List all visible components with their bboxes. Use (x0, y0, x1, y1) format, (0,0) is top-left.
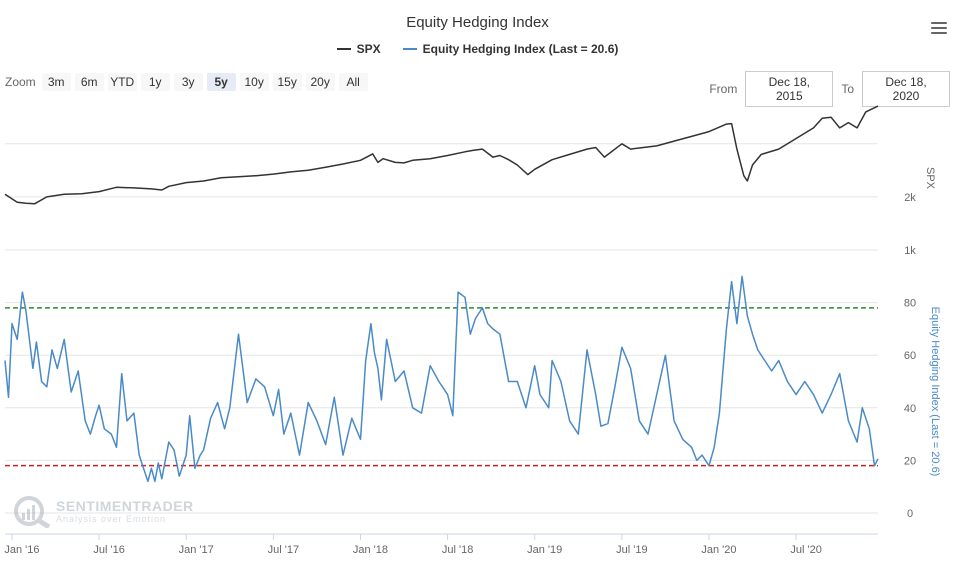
zoom-button-3m[interactable]: 3m (41, 73, 71, 91)
ehi-tick-label: 40 (904, 403, 916, 415)
x-tick-label: Jul '18 (442, 544, 473, 556)
zoom-button-1y[interactable]: 1y (140, 73, 170, 91)
axes-group: 1k 2k SPX 0 20 40 60 80 Equity Hedging Index (La… (4, 167, 941, 556)
spx-tick-label: 2k (904, 192, 916, 204)
watermark-tagline: Analysis over Emotion (56, 514, 167, 524)
zoom-button-all[interactable]: All (338, 73, 368, 91)
legend-item-spx[interactable]: SPX (336, 42, 381, 56)
x-tick-label: Jan '18 (353, 544, 388, 556)
zoom-controls: Zoom 3m 6m YTD 1y 3y 5y 10y 15y 20y All (5, 73, 372, 91)
x-tick-label: Jan '16 (4, 544, 39, 556)
zoom-button-5y[interactable]: 5y (206, 73, 236, 91)
ehi-axis-title: Equity Hedging Index (Last = 20.6) (929, 307, 941, 477)
from-date-input[interactable]: Dec 18, 2015 (745, 71, 834, 107)
series-group (4, 105, 879, 483)
watermark-logo-icon (14, 496, 51, 528)
ehi-tick-label: 80 (904, 298, 916, 310)
x-tick-label: Jan '20 (701, 544, 736, 556)
spx-series-line[interactable] (4, 105, 879, 205)
x-tick-label: Jul '19 (616, 544, 647, 556)
chart-title: Equity Hedging Index (406, 14, 549, 31)
x-tick-label: Jul '16 (93, 544, 124, 556)
zoom-button-6m[interactable]: 6m (74, 73, 104, 91)
from-label: From (709, 82, 738, 96)
x-tick-label: Jan '19 (527, 544, 562, 556)
date-range: From Dec 18, 2015 To Dec 18, 2020 (709, 71, 950, 107)
to-label: To (841, 82, 854, 96)
menu-icon[interactable] (931, 22, 947, 36)
reference-lines (5, 307, 878, 467)
spx-axis-title: SPX (924, 167, 936, 190)
x-tick-label: Jan '17 (179, 544, 214, 556)
watermark-name: SENTIMENTRADER (56, 498, 194, 514)
zoom-button-ytd[interactable]: YTD (107, 73, 137, 91)
x-tick-label: Jul '20 (790, 544, 821, 556)
ehi-tick-label: 0 (907, 508, 913, 520)
legend-swatch-spx (336, 48, 351, 50)
watermark: SENTIMENTRADER Analysis over Emotion (12, 494, 194, 528)
ehi-tick-label: 20 (904, 455, 916, 467)
ehi-tick-label: 60 (904, 350, 916, 362)
zoom-button-3y[interactable]: 3y (173, 73, 203, 91)
zoom-label: Zoom (5, 75, 36, 89)
legend-label-spx: SPX (356, 42, 381, 56)
grid (5, 143, 878, 514)
to-date-input[interactable]: Dec 18, 2020 (862, 71, 950, 107)
legend-swatch-ehi (402, 48, 417, 50)
ehi-series-line[interactable] (4, 275, 879, 483)
legend: SPX Equity Hedging Index (Last = 20.6) (0, 42, 955, 56)
x-tick-label: Jul '17 (268, 544, 299, 556)
legend-label-ehi: Equity Hedging Index (Last = 20.6) (422, 42, 619, 56)
zoom-button-10y[interactable]: 10y (239, 73, 269, 91)
zoom-button-20y[interactable]: 20y (305, 73, 335, 91)
zoom-button-15y[interactable]: 15y (272, 73, 302, 91)
legend-item-ehi[interactable]: Equity Hedging Index (Last = 20.6) (402, 42, 619, 56)
spx-tick-label: 1k (904, 245, 916, 257)
